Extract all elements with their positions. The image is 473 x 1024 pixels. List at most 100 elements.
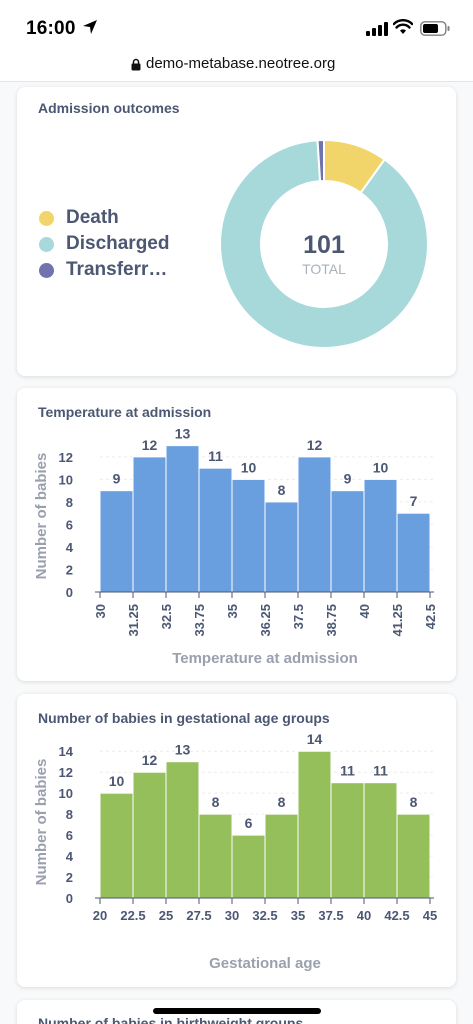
card-title: Admission outcomes — [38, 100, 180, 116]
x-tick-label: 33.75 — [192, 604, 207, 637]
y-tick-label: 0 — [66, 585, 73, 600]
histogram-bar[interactable] — [165, 445, 200, 593]
x-tick-label: 35 — [225, 604, 240, 618]
donut-slice-transferred[interactable] — [316, 138, 325, 183]
histogram-bar[interactable] — [99, 490, 134, 593]
browser-url-bar[interactable] — [0, 50, 473, 82]
histogram-bar[interactable] — [396, 512, 431, 593]
histogram-bar[interactable] — [231, 834, 266, 899]
bar-value-label: 12 — [307, 437, 323, 453]
x-tick-label: 25 — [159, 908, 173, 923]
y-tick-label: 4 — [66, 849, 74, 864]
histogram-bar[interactable] — [231, 478, 266, 593]
x-axis-title: Gestational age — [209, 955, 321, 972]
bar-value-label: 8 — [212, 794, 220, 810]
legend-swatch — [39, 236, 54, 252]
x-tick-label: 22.5 — [120, 908, 145, 923]
histogram-bar[interactable] — [132, 456, 167, 593]
bar-value-label: 12 — [142, 752, 158, 768]
bar-value-label: 11 — [208, 448, 223, 464]
card-title: Number of babies in birthweight groups — [38, 1015, 304, 1024]
legend-label: Transferr… — [66, 259, 168, 280]
histogram-bar[interactable] — [330, 782, 365, 899]
y-tick-label: 14 — [59, 744, 74, 759]
admission-outcomes-card[interactable]: Admission outcomes Death Discharged Tran… — [17, 87, 456, 376]
gestational-age-card[interactable]: Number of babies in gestational age grou… — [17, 694, 456, 987]
histogram-bar[interactable] — [198, 467, 233, 593]
y-tick-label: 12 — [59, 765, 73, 780]
x-tick-label: 30 — [225, 908, 239, 923]
bar-value-label: 8 — [278, 482, 286, 498]
histogram-bar[interactable] — [132, 771, 167, 899]
bar-value-label: 7 — [410, 493, 418, 509]
histogram-bar[interactable] — [99, 792, 134, 899]
bar-value-label: 13 — [175, 742, 191, 758]
card-title: Number of babies in gestational age grou… — [38, 710, 330, 726]
status-time: 16:00 — [26, 18, 76, 39]
x-tick-label: 41.25 — [390, 604, 405, 637]
legend-item-discharged[interactable]: Discharged — [39, 231, 169, 257]
lock-icon — [131, 58, 141, 71]
legend-label: Discharged — [66, 233, 170, 254]
y-tick-label: 10 — [59, 472, 73, 487]
x-tick-label: 45 — [423, 908, 437, 923]
card-title: Temperature at admission — [38, 404, 212, 420]
histogram-bar[interactable] — [363, 478, 398, 593]
legend-label: Death — [66, 207, 119, 228]
histogram-bar[interactable] — [396, 813, 431, 899]
donut-slice-discharged[interactable] — [219, 139, 429, 349]
y-axis-title: Number of babies — [33, 759, 50, 886]
gestational-age-histogram[interactable]: 0 2 4 6 8 10 12 14 10 12 13 8 6 8 14 11 11 8 20 22.5 25 27.5 3… — [17, 694, 456, 987]
x-tick-label: 40 — [357, 908, 371, 923]
histogram-bar[interactable] — [297, 750, 332, 899]
x-tick-label: 37.5 — [318, 908, 343, 923]
x-tick-label: 36.25 — [258, 604, 273, 637]
cellular-signal-icon — [366, 22, 388, 36]
wifi-icon — [393, 19, 413, 34]
bar-value-label: 10 — [373, 459, 389, 475]
x-tick-label: 31.25 — [126, 604, 141, 637]
legend-swatch — [39, 210, 54, 226]
x-tick-label: 30 — [93, 604, 108, 618]
y-axis-title: Number of babies — [33, 453, 50, 580]
bar-value-label: 9 — [113, 471, 121, 487]
donut-chart[interactable]: 101 TOTAL — [217, 137, 431, 351]
y-tick-label: 12 — [59, 450, 73, 465]
histogram-bar[interactable] — [264, 501, 299, 593]
bar-value-label: 6 — [245, 815, 253, 831]
x-tick-label: 42.5 — [423, 604, 438, 629]
temperature-histogram[interactable]: 0 2 4 6 8 10 12 9 12 13 11 10 8 12 9 10 7 30 31.25 32.5 33.7… — [17, 388, 456, 681]
chart-legend: Death Discharged Transferr… — [39, 205, 169, 283]
bar-value-label: 8 — [410, 794, 418, 810]
histogram-bar[interactable] — [264, 813, 299, 899]
legend-item-death[interactable]: Death — [39, 205, 169, 231]
legend-item-transferred[interactable]: Transferr… — [39, 257, 169, 283]
x-tick-label: 40 — [357, 604, 372, 618]
y-tick-label: 6 — [66, 517, 73, 532]
bar-value-label: 11 — [373, 763, 388, 779]
battery-icon — [420, 21, 450, 36]
bar-value-label: 14 — [307, 731, 323, 747]
y-tick-label: 2 — [66, 562, 73, 577]
x-tick-label: 32.5 — [159, 604, 174, 629]
x-axis-title: Temperature at admission — [172, 650, 358, 667]
bar-value-label: 12 — [142, 437, 158, 453]
donut-total-value: 101 — [303, 231, 345, 259]
y-tick-label: 2 — [66, 870, 73, 885]
histogram-bar[interactable] — [198, 813, 233, 899]
histogram-bar[interactable] — [363, 782, 398, 899]
y-tick-label: 0 — [66, 891, 73, 906]
status-bar: 16:00 — [0, 0, 473, 50]
y-tick-label: 10 — [59, 786, 73, 801]
bar-value-label: 13 — [175, 426, 191, 442]
temperature-card[interactable]: Temperature at admission 0 2 4 6 8 10 12 9 12 13 1… — [17, 388, 456, 681]
x-tick-label: 42.5 — [384, 908, 409, 923]
home-indicator[interactable] — [153, 1008, 321, 1014]
legend-swatch — [39, 262, 54, 278]
histogram-bar[interactable] — [330, 490, 365, 593]
x-tick-label: 32.5 — [252, 908, 277, 923]
histogram-bar[interactable] — [297, 456, 332, 593]
histogram-bar[interactable] — [165, 761, 200, 899]
browser-url[interactable]: demo-metabase.neotree.org — [146, 55, 336, 72]
bar-value-label: 8 — [278, 794, 286, 810]
